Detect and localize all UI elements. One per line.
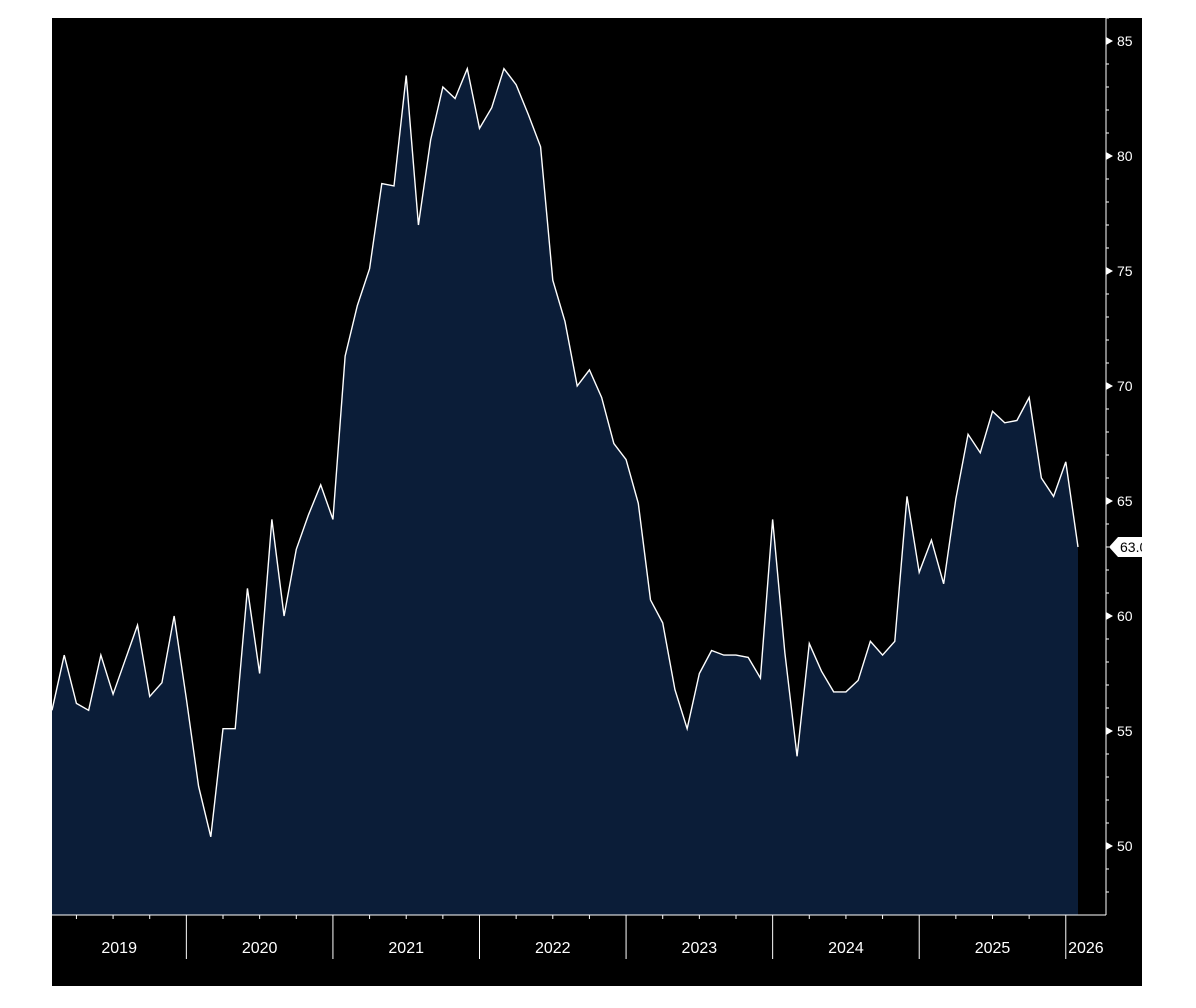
x-year-label: 2019: [101, 940, 137, 957]
y-tick: [1106, 37, 1113, 45]
axis-layer: [52, 18, 1113, 959]
last-value-label: 63.0: [1120, 539, 1142, 555]
x-year-label: 2020: [242, 940, 278, 957]
y-tick: [1106, 382, 1113, 390]
x-year-label: 2023: [682, 940, 718, 957]
y-tick-label: 75: [1117, 263, 1133, 279]
y-tick-label: 65: [1117, 493, 1133, 509]
chart-panel: 50 55 60 65 70 75 80 85 2019 2020 2021 2022 2023 2024…: [52, 18, 1142, 997]
y-tick-label: 50: [1117, 838, 1133, 854]
series-info: NAPMNPRC Index (ISM Services PMI Report …: [104, 985, 673, 997]
last-value-flag: [1109, 537, 1142, 557]
timestamp: 04-Mar-2026 10:19:23: [944, 985, 1072, 997]
series-line: [52, 66, 1079, 837]
y-tick-label: 85: [1117, 33, 1133, 49]
y-tick: [1106, 842, 1113, 850]
footer: NAPMNPRC Index (ISM Services PMI Report …: [104, 980, 1194, 1002]
area-layer: [52, 66, 1079, 916]
y-tick-label: 60: [1117, 608, 1133, 624]
label-layer: 50 55 60 65 70 75 80 85 2019 2020 2021 2022 2023 2024…: [101, 33, 1142, 957]
y-tick-label: 80: [1117, 148, 1133, 164]
y-tick-label: 55: [1117, 723, 1133, 739]
x-year-label: 2026: [1068, 940, 1104, 957]
copyright: Copyright© 2026 Bloomberg Finance L.P.: [691, 985, 933, 997]
y-tick: [1106, 727, 1113, 735]
x-year-label: 2025: [975, 940, 1011, 957]
area-fill: [52, 68, 1078, 916]
x-year-label: 2024: [828, 940, 864, 957]
y-tick: [1106, 152, 1113, 160]
y-tick: [1106, 497, 1113, 505]
x-year-label: 2021: [388, 940, 424, 957]
y-tick: [1106, 612, 1113, 620]
y-tick: [1106, 267, 1113, 275]
price-index-chart: 50 55 60 65 70 75 80 85 2019 2020 2021 2022 2023 2024…: [52, 18, 1142, 959]
y-tick-label: 70: [1117, 378, 1133, 394]
x-year-label: 2022: [535, 940, 571, 957]
